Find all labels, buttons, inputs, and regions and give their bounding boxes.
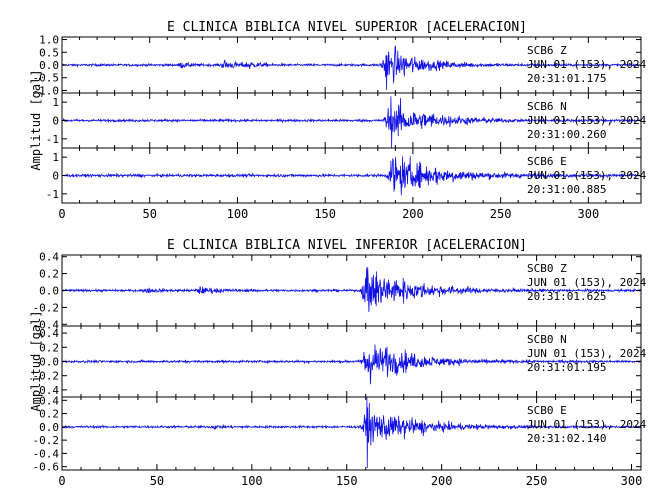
x-tick-label: 200 xyxy=(402,207,424,221)
y-tick-label: -0.2 xyxy=(33,370,60,383)
y-tick-label: -1 xyxy=(46,133,59,146)
x-tick-label: 300 xyxy=(621,474,643,488)
date-label: JUN 01 (153), 2024 xyxy=(527,169,647,182)
y-tick-label: 0.0 xyxy=(39,59,59,72)
waveform-line xyxy=(61,396,642,469)
y-tick-label: 0.0 xyxy=(39,421,59,434)
x-tick-label: 250 xyxy=(490,207,512,221)
station-label: SCB6 N xyxy=(527,100,567,113)
x-tick-label: 100 xyxy=(227,207,249,221)
x-tick-label: 0 xyxy=(58,207,65,221)
panel-frame xyxy=(61,396,642,471)
station-label: SCB0 N xyxy=(527,333,567,346)
y-tick-label: 0.0 xyxy=(39,285,59,298)
waveform-line xyxy=(61,44,642,90)
y-tick-label: 0 xyxy=(52,170,59,183)
y-tick-label: 0.0 xyxy=(39,356,59,369)
y-tick-label: 0.2 xyxy=(39,341,59,354)
time-label: 20:31:01.625 xyxy=(527,290,606,303)
y-tick-label: -0.6 xyxy=(33,461,60,474)
x-tick-label: 200 xyxy=(431,474,453,488)
x-tick-label: 150 xyxy=(336,474,358,488)
waveform-line xyxy=(61,96,642,149)
y-tick-label: -0.2 xyxy=(33,434,60,447)
date-label: JUN 01 (153), 2024 xyxy=(527,347,647,360)
time-label: 20:31:01.195 xyxy=(527,361,606,374)
y-tick-label: 0 xyxy=(52,115,59,128)
x-tick-label: 100 xyxy=(241,474,263,488)
x-tick-label: 250 xyxy=(526,474,548,488)
y-tick-label: -1 xyxy=(46,188,59,201)
y-tick-label: -1.0 xyxy=(33,84,60,97)
y-tick-label: 0.4 xyxy=(39,327,59,340)
y-axis-label-superior: Amplitud [gal] xyxy=(29,69,43,170)
y-tick-label: 0.4 xyxy=(39,251,59,264)
y-tick-label: 0.2 xyxy=(39,268,59,281)
waveform-line xyxy=(61,267,642,313)
station-label: SCB0 Z xyxy=(527,262,567,275)
x-tick-label: 150 xyxy=(314,207,336,221)
time-label: 20:31:02.140 xyxy=(527,432,606,445)
date-label: JUN 01 (153), 2024 xyxy=(527,418,647,431)
y-tick-label: 1 xyxy=(52,151,59,164)
x-tick-label: 300 xyxy=(578,207,600,221)
y-tick-label: 1 xyxy=(52,96,59,109)
y-tick-label: -0.4 xyxy=(33,447,60,460)
y-tick-label: 0.5 xyxy=(39,46,59,59)
date-label: JUN 01 (153), 2024 xyxy=(527,58,647,71)
y-tick-label: 0.2 xyxy=(39,408,59,421)
chart-title-inferior: E CLINICA BIBLICA NIVEL INFERIOR [ACELER… xyxy=(167,238,527,253)
date-label: JUN 01 (153), 2024 xyxy=(527,276,647,289)
time-label: 20:31:00.260 xyxy=(527,128,606,141)
y-tick-label: -0.5 xyxy=(33,72,60,85)
waveform-line xyxy=(61,156,642,196)
y-tick-label: -0.4 xyxy=(33,318,60,331)
station-label: SCB0 E xyxy=(527,404,567,417)
waveform-line xyxy=(61,344,642,385)
chart-title-superior: E CLINICA BIBLICA NIVEL SUPERIOR [ACELER… xyxy=(167,20,527,35)
y-tick-label: -0.4 xyxy=(33,384,60,397)
y-axis-label-inferior: Amplitud [gal] xyxy=(29,310,43,411)
y-tick-label: 0.4 xyxy=(39,394,59,407)
station-label: SCB6 E xyxy=(527,155,567,168)
x-tick-label: 0 xyxy=(58,474,65,488)
y-tick-label: 1.0 xyxy=(39,34,59,47)
time-label: 20:31:01.175 xyxy=(527,72,606,85)
y-tick-label: -0.2 xyxy=(33,301,60,314)
station-label: SCB6 Z xyxy=(527,44,567,57)
x-tick-label: 50 xyxy=(143,207,157,221)
x-tick-label: 50 xyxy=(150,474,164,488)
time-label: 20:31:00.885 xyxy=(527,183,606,196)
date-label: JUN 01 (153), 2024 xyxy=(527,114,647,127)
